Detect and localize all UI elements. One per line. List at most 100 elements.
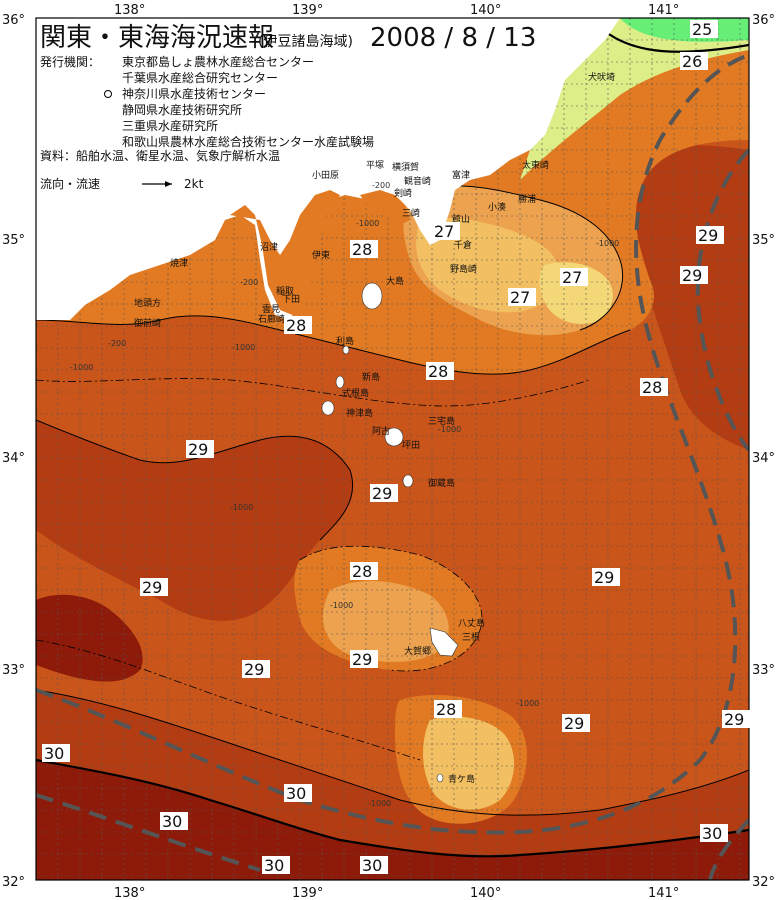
temp-label: 29: [724, 710, 744, 729]
agency-item: 千葉県水産総合研究センター: [122, 70, 278, 85]
depth-label: -200: [108, 339, 126, 348]
agency-item: 東京都島しょ農林水産総合センター: [122, 54, 314, 69]
depth-label: -1000: [368, 799, 391, 808]
depth-label: -1000: [70, 363, 93, 372]
place-label: 勝浦: [518, 193, 536, 205]
place-label: 御蔵島: [428, 477, 455, 489]
temp-label: 29: [682, 266, 702, 285]
lat-label-left: 36°: [2, 13, 25, 28]
graticule: [36, 18, 749, 880]
depth-labels: -1000 -200 -200 -1000 -200 -1000 -1000 -…: [70, 181, 619, 808]
place-label: 富津: [452, 169, 470, 181]
island-toshima: [342, 345, 350, 355]
lat-label-right: 33°: [752, 663, 775, 678]
lat-label-right: 32°: [752, 875, 775, 890]
place-label: 伊東: [312, 249, 330, 261]
depth-label: -1000: [232, 343, 255, 352]
report-date: 2008 / 8 / 13: [370, 23, 536, 53]
lon-label-top: 139°: [292, 3, 323, 18]
place-label: 稲取: [276, 285, 294, 297]
half-isotherms: [36, 378, 591, 761]
place-label: 八丈島: [458, 617, 485, 629]
temp-label: 28: [436, 700, 456, 719]
lat-label-right: 35°: [752, 233, 775, 248]
place-label: 大島: [386, 275, 404, 287]
temp-label: 27: [510, 288, 530, 307]
data-sources: 資料：船舶水温、衛星水温、気象庁解析水温: [40, 148, 280, 163]
island-niijima: [335, 375, 345, 389]
place-label: 小田原: [312, 170, 339, 181]
region-subtitle: (伊豆諸島海域): [258, 34, 353, 50]
lat-label-left: 35°: [2, 233, 25, 248]
temp-zone-27-5-hachijo: [322, 580, 449, 662]
place-label: 御前崎: [134, 317, 161, 329]
place-label: 剣崎: [394, 187, 412, 199]
island-kozushima: [321, 400, 335, 416]
lat-label-left: 34°: [2, 451, 25, 466]
lon-label-bottom: 138°: [114, 886, 145, 900]
place-label: 小湊: [488, 201, 506, 213]
lat-label-left: 33°: [2, 663, 25, 678]
temp-label: 29: [244, 660, 264, 679]
temperature-labels: 25 26 27 27 27 28 28 28 28 28 28 29 29 2…: [42, 20, 750, 875]
temp-label: 28: [352, 240, 372, 259]
temp-zone-29-west: [36, 420, 353, 621]
depth-label: -200: [372, 181, 390, 190]
place-label: 沼津: [260, 242, 278, 253]
title-block: 関東・東海海況速報 (伊豆諸島海域) 2008 / 8 / 13: [40, 23, 536, 53]
temp-zone-30: [36, 760, 749, 880]
info-block: 発行機関： 東京都島しょ農林水産総合センター 千葉県水産総合研究センター 神奈川…: [40, 54, 374, 191]
lat-label-right: 36°: [752, 13, 775, 28]
temp-label: 30: [702, 824, 722, 843]
agency-item: 神奈川県水産技術センター: [122, 86, 266, 101]
axis-labels: 138° 139° 140° 141° 138° 139° 140° 141° …: [2, 3, 775, 900]
lon-label-bottom: 140°: [470, 886, 501, 900]
place-label: 焼津: [170, 258, 188, 269]
temp-label: 28: [428, 362, 448, 381]
lon-label-bottom: 141°: [648, 886, 679, 900]
place-label: 横須賀: [392, 161, 419, 173]
temp-label: 25: [692, 20, 712, 39]
flow-scale: 2kt: [184, 177, 204, 191]
depth-label: -1000: [330, 601, 353, 610]
depth-label: -1000: [438, 425, 461, 434]
place-label: 野島崎: [450, 263, 477, 275]
depth-label: -1000: [230, 503, 253, 512]
depth-label: -1000: [516, 699, 539, 708]
place-label: 阿古: [372, 425, 390, 437]
place-label: 大賀郷: [404, 645, 431, 657]
lat-label-right: 34°: [752, 451, 775, 466]
place-label: 石廊崎: [258, 313, 285, 325]
temp-zone-26-5: [539, 262, 613, 325]
place-label: 利島: [336, 335, 354, 347]
island-hachijojima: [429, 627, 459, 657]
island-miyakejima: [384, 427, 404, 447]
temp-label: 27: [434, 222, 454, 241]
place-label: 観音崎: [404, 175, 431, 187]
place-label: 千倉: [454, 239, 472, 251]
temp-label: 29: [188, 440, 208, 459]
temp-label: 30: [162, 812, 182, 831]
place-label: 平塚: [366, 160, 384, 171]
map-border: [35, 17, 750, 881]
temp-label: 30: [362, 856, 382, 875]
lon-label-top: 138°: [114, 3, 145, 18]
temp-label: 27: [562, 268, 582, 287]
islands: [321, 282, 459, 783]
tokyo-bay: [360, 190, 410, 225]
depth-label: -1000: [596, 239, 619, 248]
lon-label-top: 140°: [470, 3, 501, 18]
temp-label: 28: [286, 316, 306, 335]
place-label: 三根: [462, 631, 480, 643]
agencies-label: 発行機関：: [40, 54, 100, 69]
temp-label: 29: [352, 650, 372, 669]
place-label: 神津島: [346, 407, 373, 419]
place-label: 式根島: [342, 387, 369, 399]
temp-label: 29: [698, 226, 718, 245]
place-label: 青ケ島: [448, 773, 475, 785]
place-labels: 小田原 平塚 横須賀 観音崎 富津 剣崎 三崎 館山 小湊 勝浦 太東崎 犬吠埼…: [134, 71, 615, 785]
flow-arrowhead-icon: [165, 181, 172, 187]
lon-label-bottom: 139°: [292, 886, 323, 900]
agency-item: 三重県水産研究所: [122, 118, 218, 133]
